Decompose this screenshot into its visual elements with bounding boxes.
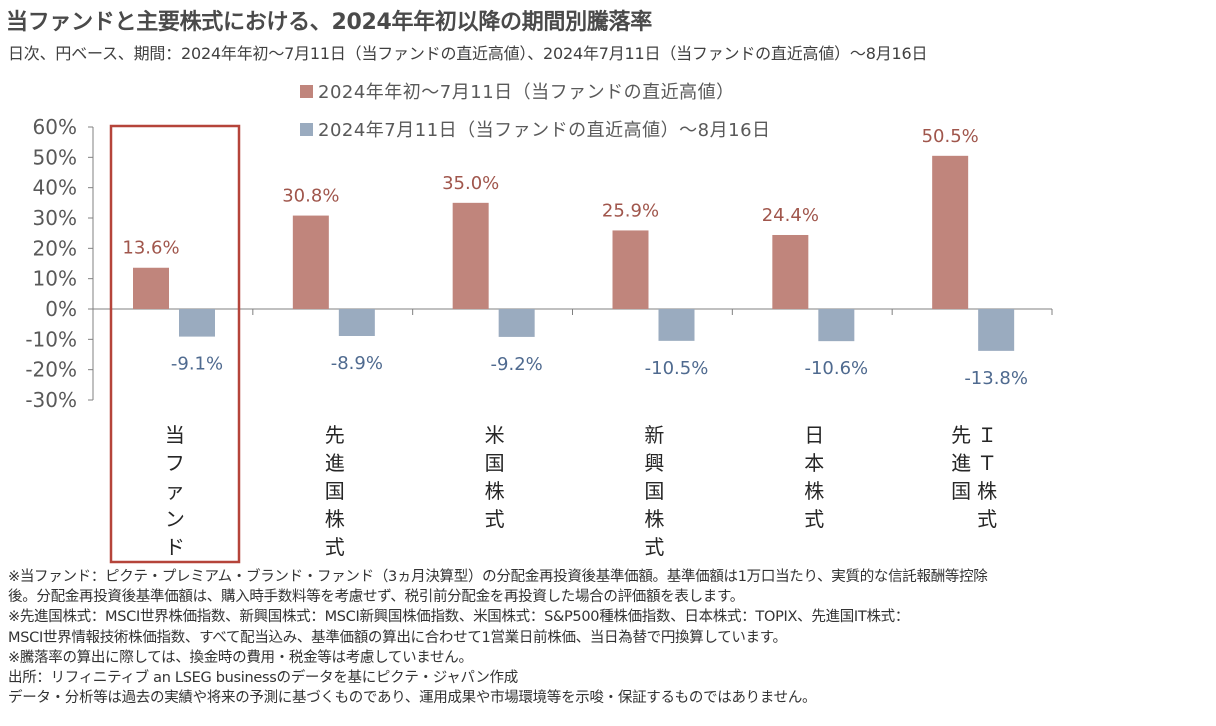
bar-series-1	[292, 215, 329, 309]
bar-series-2	[179, 309, 215, 337]
x-category-label: 当ファンド	[165, 423, 185, 559]
bar-chart: 60% 50% 40% 30% 20% 10% 0% -10% -20% -30% 13.6% -9.…	[25, 115, 1053, 564]
data-label-series-1: 13.6%	[122, 238, 179, 259]
y-tick-label: 60%	[33, 115, 77, 139]
footnote-line: ※当ファンド：ピクテ・プレミアム・ブランド・ファンド（3ヵ月決算型）の分配金再投…	[8, 569, 988, 585]
y-tick-label: 20%	[33, 236, 77, 260]
data-label-series-1: 24.4%	[762, 205, 819, 226]
y-tick-label: -10%	[25, 327, 77, 351]
footnote-line: MSCI世界情報技術株価指数、すべて配当込み、基準価額の算出に合わせて1営業日前…	[8, 629, 787, 646]
data-label-series-1: 30.8%	[282, 186, 339, 207]
footnote-line: 出所：リフィニティブ an LSEG businessのデータを基にピクテ・ジャ…	[8, 670, 518, 687]
y-tick-label: -20%	[25, 358, 77, 382]
data-label-series-2: -8.9%	[331, 353, 383, 374]
footnote-line: ※先進国株式：MSCI世界株価指数、新興国株式：MSCI新興国株価指数、米国株式…	[8, 609, 910, 626]
data-label-series-2: -13.8%	[964, 368, 1028, 389]
legend-label-series-2: 2024年7月11日（当ファンドの直近高値）～8月16日	[318, 120, 771, 141]
footnote-line: データ・分析等は過去の実績や将来の予測に基づくものであり、運用成果や市場環境等を…	[8, 690, 817, 707]
highlight-box	[109, 124, 241, 564]
bar-series-2	[978, 309, 1015, 351]
data-label-series-1: 25.9%	[602, 200, 659, 221]
bar-series-1	[932, 155, 969, 309]
y-tick-label: 30%	[33, 206, 77, 230]
data-label-series-2: -10.6%	[804, 358, 868, 379]
y-tick-label: 10%	[33, 267, 77, 291]
legend-label-series-1: 2024年年初～7月11日（当ファンドの直近高値）	[318, 82, 735, 103]
legend-swatch-series-1	[300, 85, 313, 98]
x-category-label: 米国株式	[485, 423, 505, 531]
x-category-label: 新興国株式	[644, 423, 664, 559]
footnote-line: ※騰落率の算出に際しては、換金時の費用・税金等は考慮していません。	[8, 649, 473, 666]
bar-series-2	[498, 309, 535, 337]
x-category-label: 日本株式	[804, 423, 824, 531]
y-tick-label: 50%	[33, 145, 77, 169]
bar-series-2	[818, 309, 855, 342]
x-category-label: 先進国株式	[325, 423, 345, 559]
bar-series-2	[338, 309, 375, 336]
chart-title: 当ファンドと主要株式における、2024年年初以降の期間別騰落率	[6, 10, 652, 35]
x-category-label: 先進国	[951, 423, 971, 503]
bar-series-2	[658, 309, 695, 341]
bar-series-1	[452, 202, 489, 309]
y-tick-label: 40%	[33, 176, 77, 200]
data-label-series-2: -10.5%	[645, 358, 709, 379]
bar-series-1	[612, 230, 649, 309]
chart-subtitle: 日次、円ベース、期間：2024年年初～7月11日（当ファンドの直近高値）、202…	[8, 44, 928, 63]
data-label-series-1: 50.5%	[922, 126, 979, 147]
footnotes: ※当ファンド：ピクテ・プレミアム・ブランド・ファンド（3ヵ月決算型）の分配金再投…	[8, 567, 1208, 708]
data-label-series-1: 35.0%	[442, 173, 499, 194]
y-tick-label: -30%	[25, 388, 77, 412]
legend-swatch-series-2	[300, 123, 313, 136]
data-label-series-2: -9.1%	[171, 354, 223, 375]
footnote-line: 後。分配金再投資後基準価額は、購入時手数料等を考慮せず、税引前分配金を再投資した…	[8, 589, 744, 606]
bar-series-1	[133, 267, 169, 309]
data-label-series-2: -9.2%	[491, 354, 543, 375]
x-category-label: ＩＴ株式	[977, 423, 997, 531]
y-tick-label: 0%	[45, 297, 77, 321]
bar-series-1	[772, 234, 809, 309]
